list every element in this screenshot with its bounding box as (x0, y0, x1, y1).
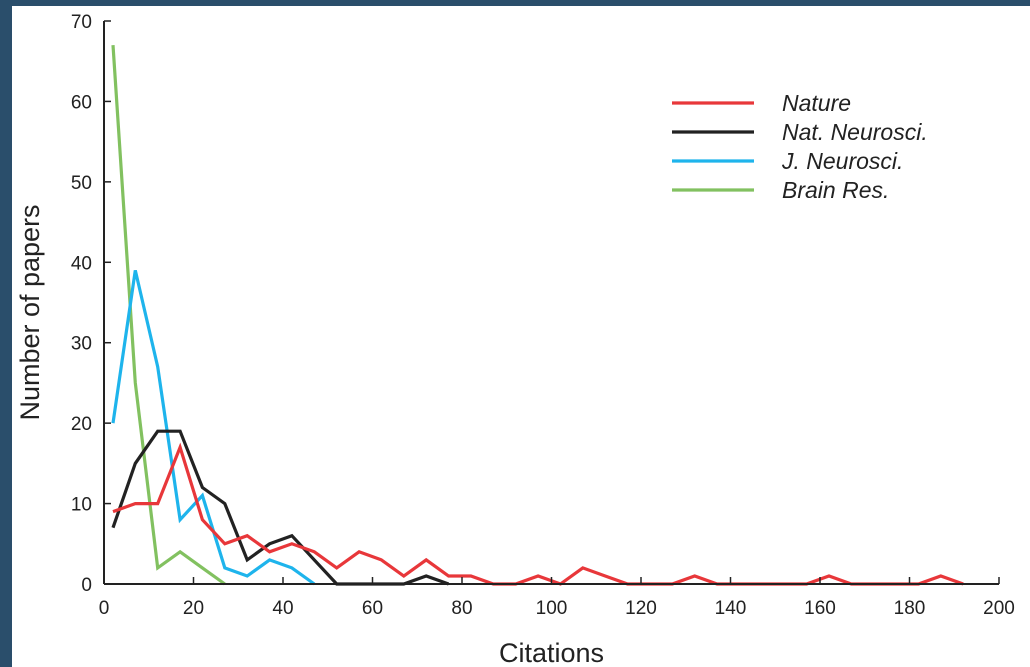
x-tick-label: 60 (362, 598, 383, 619)
legend-label-0: Nature (782, 90, 851, 116)
y-tick-label: 10 (71, 495, 92, 516)
x-tick-label: 200 (983, 598, 1015, 619)
x-tick-label: 20 (183, 598, 204, 619)
series-line-3 (111, 44, 226, 586)
series-layer (111, 44, 964, 586)
citations-chart: 0 20 40 60 80 100 120 140 160 180 200 0 10 20 30 40 50 60… (15, 12, 1015, 667)
chart-frame: 0 20 40 60 80 100 120 140 160 180 200 0 10 20 30 40 50 60… (12, 6, 1030, 667)
legend-label-1: Nat. Neurosci. (782, 119, 928, 145)
y-tick-label: 70 (71, 12, 92, 33)
x-tick-label: 40 (272, 598, 293, 619)
series-line-1 (111, 429, 450, 586)
x-tick-label: 0 (99, 598, 110, 619)
y-tick-label: 50 (71, 173, 92, 194)
ticks-layer: 0 20 40 60 80 100 120 140 160 180 200 0 10 20 30 40 50 60… (71, 12, 1015, 619)
y-axis-label: Number of papers (15, 204, 45, 420)
legend-label-3: Brain Res. (782, 177, 889, 203)
x-axis-label: Citations (499, 638, 604, 667)
x-tick-label: 80 (451, 598, 472, 619)
y-tick-label: 0 (81, 575, 92, 596)
y-tick-label: 30 (71, 334, 92, 355)
y-tick-label: 60 (71, 92, 92, 113)
legend: Nature Nat. Neurosci. J. Neurosci. Brain Re… (672, 90, 928, 203)
x-tick-label: 100 (536, 598, 568, 619)
legend-label-2: J. Neurosci. (781, 148, 903, 174)
axes-layer (103, 21, 999, 585)
y-tick-label: 40 (71, 253, 92, 274)
series-line-0 (112, 442, 964, 586)
x-tick-label: 140 (715, 598, 747, 619)
x-tick-label: 160 (804, 598, 836, 619)
x-tick-label: 120 (625, 598, 657, 619)
y-tick-label: 20 (71, 414, 92, 435)
x-tick-label: 180 (894, 598, 926, 619)
